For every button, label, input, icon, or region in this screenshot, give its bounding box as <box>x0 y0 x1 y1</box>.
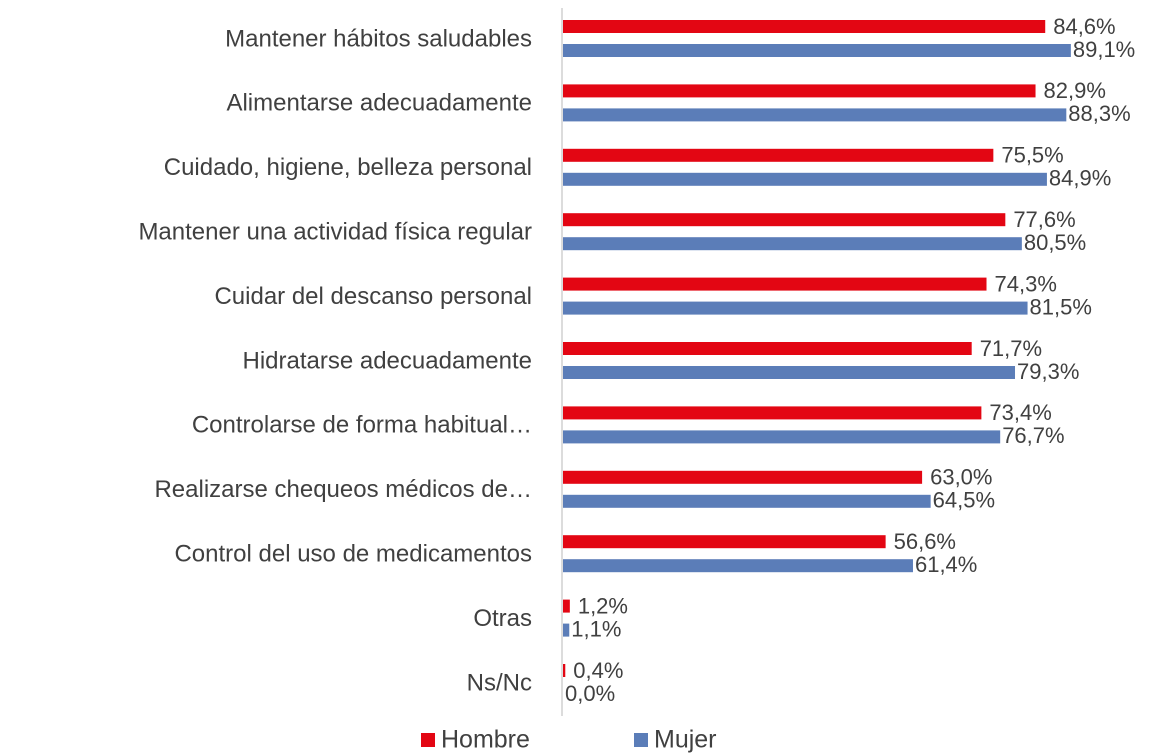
value-label: 84,9% <box>1049 166 1111 191</box>
value-label: 63,0% <box>930 465 992 490</box>
value-label: 0,4% <box>573 658 623 683</box>
bar <box>563 494 931 508</box>
bar <box>563 535 886 549</box>
bar <box>563 44 1071 57</box>
value-label: 73,4% <box>989 400 1051 425</box>
category-label: Cuidado, higiene, belleza personal <box>164 154 532 181</box>
value-label: 64,5% <box>933 488 995 513</box>
value-label: 79,3% <box>1017 359 1079 384</box>
category-label: Realizarse chequeos médicos de… <box>154 476 532 503</box>
value-label: 77,6% <box>1013 207 1075 232</box>
value-label: 1,2% <box>578 593 628 618</box>
bar <box>563 623 570 637</box>
legend-label: Mujer <box>654 726 717 754</box>
value-label: 56,6% <box>894 529 956 554</box>
value-label: 82,9% <box>1044 78 1106 103</box>
bar <box>563 237 1022 251</box>
category-label: Controlarse de forma habitual… <box>192 412 532 439</box>
bar <box>563 213 1006 227</box>
category-label: Hidratarse adecuadamente <box>242 347 532 374</box>
bar <box>563 470 923 484</box>
value-label: 76,7% <box>1002 423 1064 448</box>
bar <box>563 84 1036 98</box>
legend-swatch <box>634 733 648 747</box>
value-label: 74,3% <box>995 271 1057 296</box>
bar <box>563 406 982 420</box>
value-label: 89,1% <box>1073 37 1135 62</box>
bar <box>563 366 1016 379</box>
value-label: 71,7% <box>980 336 1042 361</box>
bar <box>563 108 1067 122</box>
value-label: 88,3% <box>1068 101 1130 126</box>
bar <box>563 559 913 573</box>
value-label: 81,5% <box>1030 294 1092 319</box>
value-label: 61,4% <box>915 552 977 577</box>
bar <box>563 148 994 162</box>
category-label: Cuidar del descanso personal <box>214 283 532 310</box>
value-label: 75,5% <box>1001 143 1063 168</box>
bar <box>563 599 570 613</box>
bar <box>563 342 972 355</box>
value-label: 80,5% <box>1024 230 1086 255</box>
category-label: Alimentarse adecuadamente <box>226 90 532 117</box>
bar <box>563 301 1028 315</box>
category-label: Ns/Nc <box>467 669 532 696</box>
category-label: Otras <box>473 605 532 632</box>
bar <box>563 277 987 291</box>
bar <box>563 664 566 677</box>
legend-swatch <box>421 733 435 747</box>
category-label: Mantener una actividad física regular <box>138 219 532 246</box>
value-label: 1,1% <box>571 616 621 641</box>
category-label: Control del uso de medicamentos <box>174 541 532 568</box>
category-label: Mantener hábitos saludables <box>225 25 532 52</box>
bar <box>563 430 1001 444</box>
value-label: 84,6% <box>1053 14 1115 39</box>
value-label: 0,0% <box>565 681 615 706</box>
bar <box>563 172 1047 186</box>
bar <box>563 20 1046 33</box>
legend-label: Hombre <box>441 726 530 754</box>
